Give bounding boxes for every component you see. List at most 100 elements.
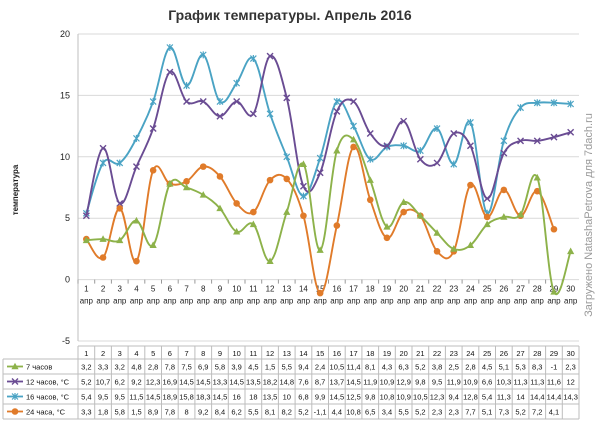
data-point-x-marker [483, 195, 491, 203]
table-cell: 6,8 [298, 393, 308, 402]
x-tick-label: 2 [101, 285, 106, 294]
x-tick-sublabel: апр [96, 297, 110, 306]
table-header-cell: 17 [349, 349, 357, 358]
table-cell: 18 [249, 393, 257, 402]
table-cell: 13,5 [263, 393, 278, 402]
table-cell: 18,9 [163, 393, 178, 402]
data-point-triangle-marker [400, 198, 408, 206]
table-cell: 10,3 [497, 378, 512, 387]
x-tick-sublabel: апр [347, 297, 361, 306]
data-point-circle-marker [316, 289, 324, 297]
table-cell: 6,2 [115, 378, 125, 387]
data-point-x-marker [433, 159, 441, 167]
table-cell: 13,5 [246, 378, 261, 387]
table-cell: 11,3 [514, 378, 528, 387]
table-cell: 5,1 [482, 408, 492, 417]
data-point-circle-marker [233, 200, 240, 207]
table-cell: 14,8 [279, 378, 294, 387]
data-point-star-marker [333, 98, 341, 106]
data-point-triangle-marker [433, 229, 441, 236]
x-tick-label: 20 [399, 285, 408, 294]
data-point-triangle-marker [349, 135, 358, 143]
table-cell: 5,4 [81, 393, 91, 402]
data-point-triangle-marker [516, 210, 525, 218]
x-tick-sublabel: апр [531, 297, 545, 306]
x-tick-label: 6 [168, 285, 173, 294]
data-point-circle-marker [400, 208, 407, 216]
table-cell: 5,2 [415, 408, 425, 417]
x-tick-label: 22 [433, 285, 442, 294]
data-point-x-marker [199, 98, 207, 106]
table-cell: 13,7 [330, 378, 345, 387]
table-cell: 10,7 [96, 378, 111, 387]
x-tick-label: 8 [201, 285, 206, 294]
data-point-star-marker [133, 134, 140, 142]
data-point-star-marker [416, 147, 424, 155]
x-tick-label: 5 [151, 285, 156, 294]
data-point-star-marker [149, 98, 157, 106]
table-header-cell: 14 [299, 349, 307, 358]
data-point-circle-marker [183, 178, 190, 185]
x-tick-sublabel: апр [180, 297, 194, 306]
x-tick-label: 21 [416, 285, 425, 294]
table-header-cell: 11 [249, 349, 257, 358]
table-cell: 11,9 [447, 378, 461, 387]
x-tick-sublabel: апр [464, 297, 478, 306]
table-cell: 3,2 [81, 363, 91, 372]
table-cell: 5,1 [499, 363, 509, 372]
data-point-star-marker [517, 104, 524, 112]
watermark: Загружено NatashaPetrova для 7dach.ru [583, 113, 595, 317]
series-lines [82, 44, 575, 297]
table-cell: 7,7 [465, 408, 475, 417]
data-point-triangle-marker [550, 288, 558, 295]
data-point-circle-marker [433, 248, 441, 255]
table-cell: 9,4 [449, 393, 459, 402]
table-cell: 5,8 [215, 363, 225, 372]
table-header-cell: 24 [466, 349, 474, 358]
data-point-x-marker [299, 182, 307, 190]
table-cell: 5,2 [298, 408, 308, 417]
data-point-circle-marker [467, 181, 474, 189]
x-tick-sublabel: апр [397, 297, 411, 306]
table-cell: 14 [516, 393, 524, 402]
table-cell: 16 [232, 393, 240, 402]
data-point-circle-marker [500, 186, 508, 194]
data-point-circle-marker [383, 234, 391, 242]
data-point-circle-marker [216, 173, 224, 180]
table-cell: 4,4 [332, 408, 342, 417]
table-cell: 5,5 [398, 408, 408, 417]
data-point-star-marker [300, 192, 307, 200]
table-cell: 2,4 [315, 363, 325, 372]
x-tick-label: 10 [232, 285, 241, 294]
data-point-x-marker [567, 128, 575, 136]
table-cell: 3,3 [98, 363, 108, 372]
table-cell: 5,2 [81, 378, 91, 387]
x-tick-label: 15 [316, 285, 325, 294]
data-point-triangle-marker [182, 183, 191, 191]
data-point-star-marker [199, 51, 207, 59]
x-tick-label: 9 [218, 285, 223, 294]
data-point-circle-marker [99, 254, 107, 261]
legend-key [7, 408, 23, 415]
table-cell: 9,5 [98, 393, 108, 402]
x-tick-sublabel: апр [564, 297, 578, 306]
data-point-star-marker [283, 153, 291, 161]
table-cell: 5,5 [248, 408, 258, 417]
data-point-triangle-marker [366, 176, 374, 183]
table-cell: 8,9 [148, 408, 158, 417]
table-cell: 9,2 [198, 408, 208, 417]
x-tick-label: 12 [266, 285, 275, 294]
table-header-cell: 13 [283, 349, 291, 358]
table-cell: 9,5 [115, 393, 125, 402]
table-cell: 8,1 [365, 363, 375, 372]
data-point-star-marker [433, 125, 441, 133]
x-tick-sublabel: апр [213, 297, 227, 306]
table-cell: 7,3 [499, 408, 509, 417]
data-point-triangle-marker [249, 220, 257, 228]
x-tick-sublabel: апр [247, 297, 261, 306]
table-cell: 10,8 [380, 393, 395, 402]
data-point-x-marker [383, 142, 391, 150]
table-cell: 2,3 [449, 408, 459, 417]
